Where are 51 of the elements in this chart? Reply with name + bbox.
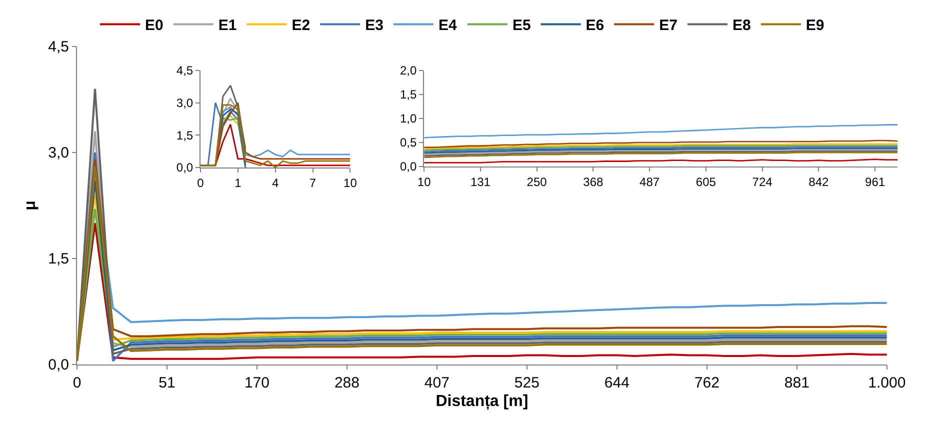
legend-label: E8 xyxy=(732,17,751,34)
y-tick-label: 0,0 xyxy=(48,356,69,374)
legend-label: E4 xyxy=(438,17,458,34)
y-axis-title: μ xyxy=(22,200,40,210)
x-tick-label: 961 xyxy=(865,174,886,189)
legend-label: E2 xyxy=(292,17,310,34)
legend-label: E5 xyxy=(512,17,531,34)
y-tick-label: 4,5 xyxy=(176,64,194,78)
y-tick-label: 3,0 xyxy=(176,96,194,110)
x-tick-label: 605 xyxy=(696,174,716,189)
x-tick-label: 131 xyxy=(470,174,491,189)
line-series xyxy=(424,124,898,138)
x-tick-label: 368 xyxy=(583,174,604,189)
y-tick-label: 2,0 xyxy=(400,64,418,78)
x-tick-label: 4 xyxy=(272,176,279,190)
x-tick-label: 10 xyxy=(417,174,432,189)
x-axis-title: Distanța [m] xyxy=(436,393,528,410)
y-tick-label: 0,0 xyxy=(400,160,418,174)
x-tick-label: 7 xyxy=(309,176,316,190)
x-tick-label: 724 xyxy=(752,174,773,189)
x-tick-label: 170 xyxy=(244,374,270,392)
line-series xyxy=(424,140,898,148)
x-tick-label: 525 xyxy=(514,374,540,392)
x-tick-label: 0 xyxy=(197,176,204,190)
x-tick-label: 288 xyxy=(334,374,360,392)
x-tick-label: 842 xyxy=(808,174,829,189)
y-tick-label: 0,5 xyxy=(400,136,418,150)
x-tick-label: 1.000 xyxy=(868,374,906,392)
y-tick-label: 3,0 xyxy=(48,144,69,162)
x-tick-label: 10 xyxy=(344,176,358,190)
x-tick-label: 0 xyxy=(72,374,82,392)
legend-label: E7 xyxy=(659,17,678,34)
legend-label: E6 xyxy=(586,17,604,34)
y-tick-label: 1,5 xyxy=(400,88,418,102)
x-tick-label: 250 xyxy=(526,174,548,189)
legend-label: E9 xyxy=(806,17,824,34)
x-tick-label: 487 xyxy=(640,174,660,189)
legend-label: E0 xyxy=(145,17,164,34)
x-tick-label: 51 xyxy=(158,374,176,392)
x-tick-label: 407 xyxy=(424,374,450,392)
legend-label: E1 xyxy=(218,17,237,34)
y-tick-label: 1,5 xyxy=(48,250,69,268)
x-tick-label: 644 xyxy=(604,374,630,392)
x-tick-label: 762 xyxy=(694,374,720,392)
legend-label: E3 xyxy=(365,17,384,34)
y-tick-label: 1,0 xyxy=(400,112,418,126)
y-tick-label: 1,5 xyxy=(176,128,194,142)
y-tick-label: 0,0 xyxy=(176,160,194,175)
x-tick-label: 1 xyxy=(234,176,242,190)
x-tick-label: 881 xyxy=(784,374,810,392)
y-tick-label: 4,5 xyxy=(48,38,69,56)
